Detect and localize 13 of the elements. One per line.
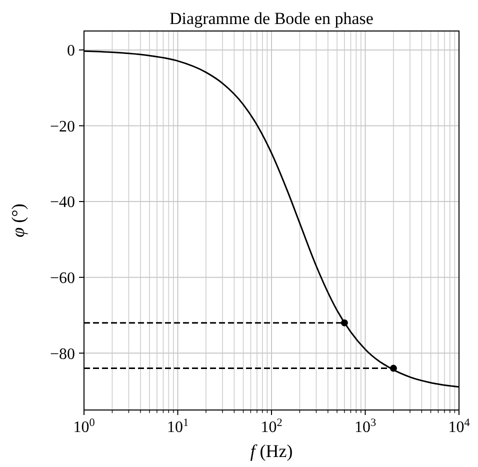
x-tick-label: 10$^{1}$ (166, 417, 189, 436)
chart-title: Diagramme de Bode en phase (170, 9, 374, 28)
y-tick-label: −80 (50, 346, 75, 363)
x-tick-label: 10$^{4}$ (448, 417, 470, 436)
y-tick-label: −20 (50, 118, 75, 136)
x-tick-label: 10$^{0}$ (73, 417, 96, 436)
y-tick-label: −60 (50, 270, 75, 287)
x-axis-title: f (Hz) (250, 441, 293, 461)
x-tick-label: 10$^{2}$ (260, 417, 282, 436)
x-tick-label: 10$^{3}$ (354, 417, 376, 436)
y-tick-label: 0 (67, 42, 75, 60)
y-tick-label: −40 (50, 194, 75, 212)
y-axis-title: φ (°) (8, 204, 28, 238)
